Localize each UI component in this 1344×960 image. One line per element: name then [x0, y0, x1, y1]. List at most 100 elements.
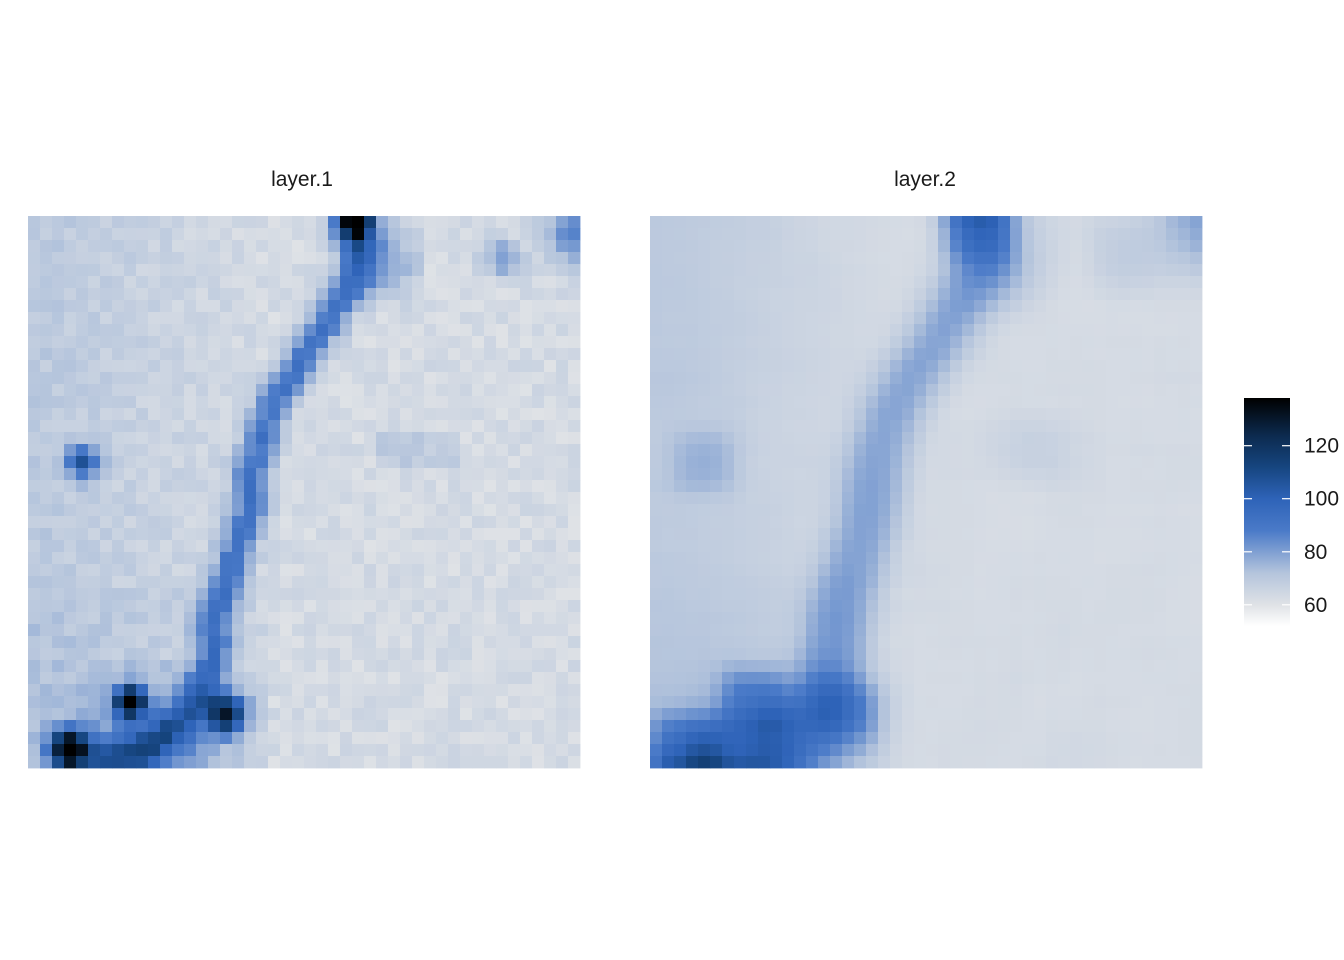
heatmap-cell — [998, 312, 1011, 325]
heatmap-cell — [1022, 552, 1035, 565]
heatmap-cell — [914, 504, 927, 517]
heatmap-cell — [64, 444, 77, 457]
heatmap-cell — [52, 624, 65, 637]
heatmap-cell — [544, 480, 557, 493]
heatmap-cell — [172, 672, 185, 685]
heatmap-cell — [1022, 264, 1035, 277]
heatmap-cell — [424, 744, 437, 757]
heatmap-cell — [782, 420, 795, 433]
heatmap-cell — [136, 564, 149, 577]
heatmap-cell — [698, 504, 711, 517]
heatmap-cell — [136, 324, 149, 337]
heatmap-cell — [974, 564, 987, 577]
heatmap-cell — [52, 300, 65, 313]
heatmap-cell — [340, 324, 353, 337]
heatmap-cell — [316, 480, 329, 493]
heatmap-cell — [352, 420, 365, 433]
heatmap-cell — [172, 600, 185, 613]
heatmap-cell — [758, 384, 771, 397]
heatmap-cell — [472, 300, 485, 313]
heatmap-cell — [244, 288, 257, 301]
heatmap-cell — [1094, 384, 1107, 397]
heatmap-cell — [172, 372, 185, 385]
heatmap-cell — [352, 492, 365, 505]
heatmap-cell — [890, 708, 903, 721]
heatmap-cell — [1178, 408, 1191, 421]
heatmap-cell — [256, 696, 269, 709]
heatmap-cell — [806, 744, 819, 757]
heatmap-cell — [520, 516, 533, 529]
heatmap-cell — [1094, 468, 1107, 481]
heatmap-cell — [1118, 600, 1131, 613]
heatmap-cell — [1034, 300, 1047, 313]
heatmap-cell — [268, 576, 281, 589]
heatmap-cell — [496, 732, 509, 745]
heatmap-cell — [1058, 420, 1071, 433]
heatmap-cell — [40, 504, 53, 517]
heatmap-cell — [448, 384, 461, 397]
heatmap-cell — [1070, 360, 1083, 373]
heatmap-cell — [388, 468, 401, 481]
heatmap-cell — [650, 492, 663, 505]
heatmap-cell — [998, 720, 1011, 733]
heatmap-cell — [770, 312, 783, 325]
heatmap-cell — [1190, 648, 1203, 661]
heatmap-cell — [40, 660, 53, 673]
heatmap-cell — [544, 636, 557, 649]
heatmap-cell — [508, 432, 521, 445]
heatmap-cell — [568, 468, 581, 481]
heatmap-cell — [926, 408, 939, 421]
heatmap-cell — [160, 720, 173, 733]
heatmap-cell — [28, 732, 41, 745]
heatmap-cell — [1094, 252, 1107, 265]
heatmap-cell — [388, 732, 401, 745]
heatmap-cell — [136, 240, 149, 253]
heatmap-cell — [64, 504, 77, 517]
heatmap-cell — [734, 264, 747, 277]
heatmap-cell — [484, 708, 497, 721]
heatmap-cell — [974, 540, 987, 553]
heatmap-cell — [352, 396, 365, 409]
heatmap-cell — [1118, 372, 1131, 385]
heatmap-cell — [1166, 264, 1179, 277]
heatmap-cell — [304, 600, 317, 613]
heatmap-cell — [436, 744, 449, 757]
heatmap-cell — [76, 264, 89, 277]
heatmap-cell — [136, 432, 149, 445]
heatmap-cell — [746, 600, 759, 613]
heatmap-cell — [448, 480, 461, 493]
heatmap-cell — [400, 216, 413, 229]
heatmap-cell — [196, 744, 209, 757]
heatmap-cell — [782, 720, 795, 733]
heatmap-cell — [1130, 660, 1143, 673]
heatmap-cell — [1022, 576, 1035, 589]
heatmap-cell — [710, 264, 723, 277]
heatmap-cell — [220, 480, 233, 493]
heatmap-cell — [914, 624, 927, 637]
heatmap-cell — [160, 528, 173, 541]
heatmap-cell — [1166, 600, 1179, 613]
heatmap-cell — [484, 552, 497, 565]
heatmap-cell — [1166, 252, 1179, 265]
heatmap-cell — [556, 552, 569, 565]
heatmap-cell — [662, 756, 675, 769]
heatmap-cell — [400, 672, 413, 685]
heatmap-cell — [568, 648, 581, 661]
heatmap-cell — [1094, 612, 1107, 625]
heatmap-cell — [1058, 660, 1071, 673]
heatmap-cell — [878, 504, 891, 517]
heatmap-cell — [496, 420, 509, 433]
heatmap-cell — [244, 444, 257, 457]
heatmap-cell — [292, 552, 305, 565]
heatmap-cell — [316, 564, 329, 577]
heatmap-cell — [1034, 672, 1047, 685]
heatmap-cell — [1190, 228, 1203, 241]
heatmap-cell — [412, 228, 425, 241]
heatmap-cell — [112, 648, 125, 661]
heatmap-cell — [1142, 732, 1155, 745]
heatmap-cell — [854, 264, 867, 277]
heatmap-cell — [686, 420, 699, 433]
heatmap-cell — [424, 216, 437, 229]
heatmap-cell — [1166, 432, 1179, 445]
heatmap-cell — [758, 564, 771, 577]
